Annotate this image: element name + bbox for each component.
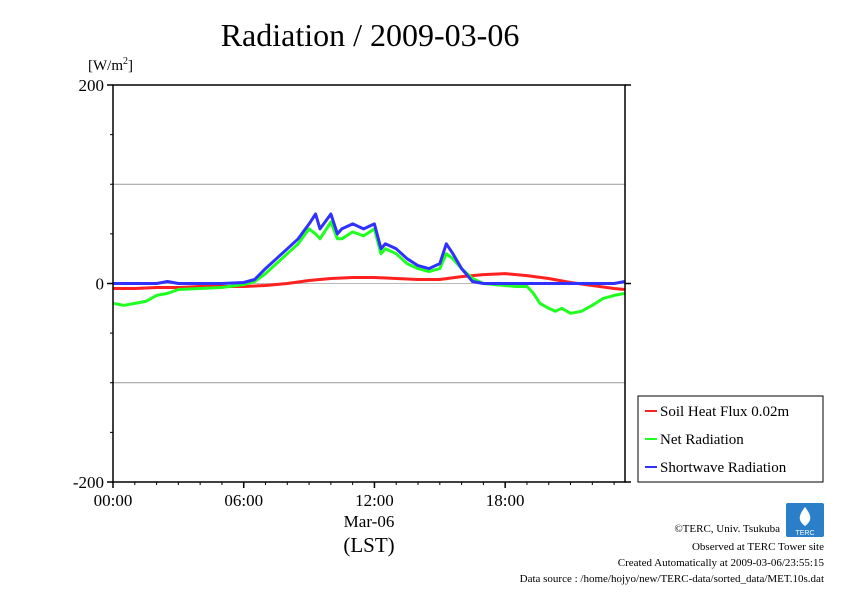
footer-source: Data source : /home/hojyo/new/TERC-data/… (520, 573, 824, 585)
y-tick-label: 0 (96, 275, 105, 294)
footer-observed: Observed at TERC Tower site (692, 541, 824, 553)
legend: Soil Heat Flux 0.02m Net Radiation Shortwa… (637, 395, 824, 483)
chart-title: Radiation / 2009-03-06 (221, 17, 520, 53)
y-tick-label: 200 (79, 76, 105, 95)
logo-text: TERC (795, 530, 814, 537)
y-axis-unit-label: [W/m2] (88, 56, 133, 74)
footer-copyright: ©TERC, Univ. Tsukuba (674, 523, 780, 535)
series-line-1 (112, 220, 626, 315)
x-axis-label: (LST) (343, 533, 394, 557)
footer-created: Created Automatically at 2009-03-06/23:5… (618, 557, 825, 569)
terc-logo: TERC (786, 503, 824, 537)
series-lines (112, 212, 626, 315)
series-line-2 (113, 212, 626, 285)
x-tick-label: 00:00 (94, 491, 133, 510)
legend-box (637, 395, 824, 483)
series-line-0 (113, 272, 626, 291)
x-date-label: Mar-06 (344, 512, 395, 531)
x-tick-label: 18:00 (486, 491, 525, 510)
legend-label: Net Radiation (660, 432, 744, 448)
legend-label: Shortwave Radiation (660, 460, 787, 476)
x-tick-label: 12:00 (355, 491, 394, 510)
x-tick-label: 06:00 (224, 491, 263, 510)
y-tick-label: -200 (73, 473, 104, 492)
y-axis: 200 0 -200 (73, 76, 631, 492)
legend-label: Soil Heat Flux 0.02m (660, 404, 790, 420)
x-axis: 00:00 06:00 12:00 18:00 (94, 482, 615, 510)
